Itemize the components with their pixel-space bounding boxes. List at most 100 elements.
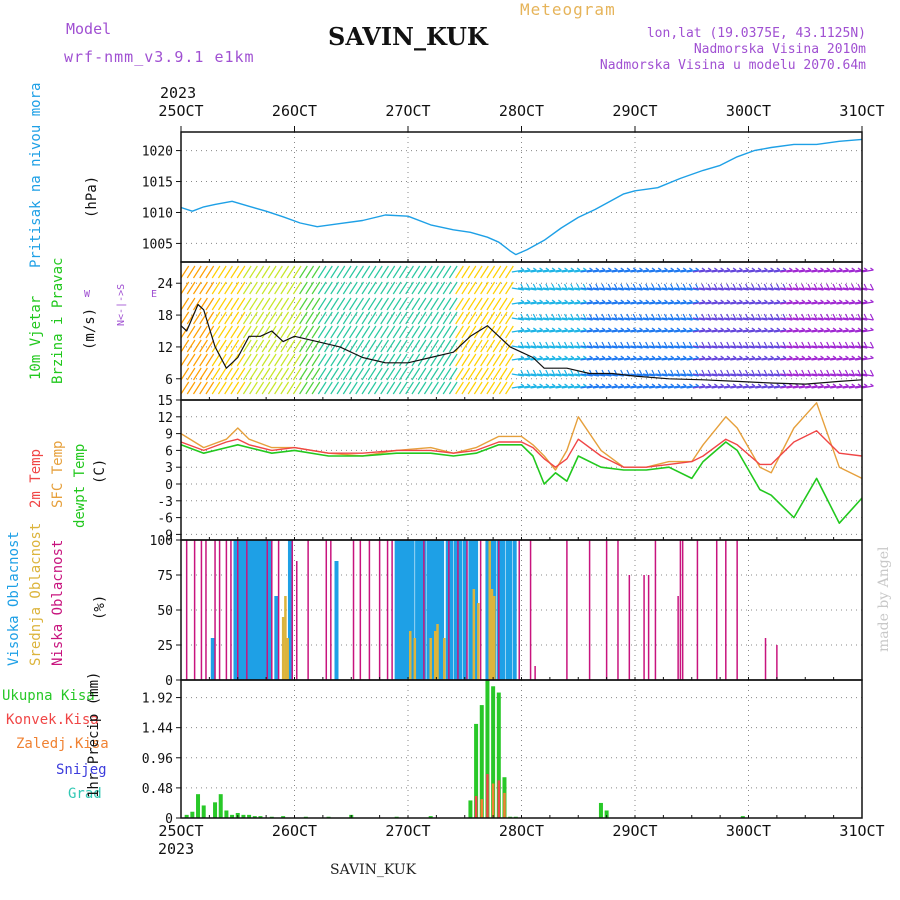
wind-barb-flag [601,355,606,359]
wind-barb [355,353,364,367]
wind-barb [780,373,793,377]
wind-barb [736,385,749,389]
wind-barb-flag [695,383,699,387]
wind-barb [805,317,818,321]
wind-barb [592,373,606,377]
wind-barb [492,381,502,395]
wind-barb [461,353,471,367]
wind-barb [680,345,693,349]
cloud-high-bar [401,540,406,680]
wind-barb [817,329,830,333]
wind-barb [442,325,452,339]
wind-barb [836,373,849,377]
wind-barb-flag [770,267,774,271]
wind-barb [417,325,427,339]
wind-barb [423,265,433,279]
wind-barb [317,367,327,381]
precip-total-bar [213,802,218,818]
wind-barb [823,269,837,273]
wind-barb [667,317,681,321]
wind-barb [448,367,458,381]
wind-barb [473,339,483,353]
wind-barb [561,345,574,349]
wind-barb [836,301,849,305]
wind-barb-flag [820,327,824,331]
wind-barb [505,353,514,367]
x-tick-label-bottom: 26OCT [272,822,317,840]
wind-barb-flag [526,383,531,387]
wind-barb [274,339,283,353]
precip-legend-snijeg: Snijeg [56,762,107,778]
wind-barb-flag [545,267,550,271]
wind-barb [730,357,743,361]
wind-barb [280,325,290,339]
wind-barb [717,345,730,349]
wind-barb [536,345,549,349]
wind-barb-flag [620,383,625,387]
wind-barb-flag [576,327,581,331]
wind-barb [374,265,383,279]
wind-barb-flag [857,327,862,331]
wind-barb [586,357,599,361]
wind-barb [336,353,346,367]
wind-barb [761,301,774,305]
wind-barb [261,265,271,279]
x-tick-label-bottom: 30OCT [726,822,771,840]
wind-barb-flag [570,355,575,359]
wind-barb [755,357,768,361]
wind-barb [224,325,233,339]
cloud-high-bar [406,540,410,680]
x-tick-label-bottom: 27OCT [385,822,430,840]
wind-barb [823,329,837,333]
wind-barb [274,297,283,311]
wind-barb [686,287,699,291]
wind-barb [205,381,215,395]
wind-barb-flag [832,327,837,331]
wind-barb-flag [763,267,768,271]
wind-barb [817,317,830,321]
wind-barb [798,317,812,321]
cloud-mid-bar [413,638,417,680]
wind-barb [192,325,202,339]
wind-barb [336,367,346,381]
wind-barb-flag [557,327,562,331]
wind-barb-flag [726,299,731,303]
wind-barb [567,329,581,333]
wind-barb [705,269,718,273]
wind-barb [505,325,514,339]
wind-barb-flag [726,383,731,387]
wind-barb-flag [589,383,593,387]
wind-barb [555,269,568,273]
wind-barb [498,297,508,311]
wind-barb [349,311,358,325]
wind-barb [605,269,618,273]
wind-barb [549,357,562,361]
y-tick-label: 100 [150,534,173,549]
wind-barb [330,353,340,367]
wind-barb [211,297,221,311]
wind-barb [467,353,477,367]
cloud-high-bar [430,540,435,680]
wind-barb [199,297,208,311]
wind-barb-flag [732,299,737,303]
wind-barb [542,373,556,377]
wind-barb [755,301,768,305]
wind-barb [611,317,624,321]
wind-barb-flag [664,383,668,387]
model-name: wrf-nmm_v3.9.1 e1km [64,48,255,66]
wind-barb [411,297,421,311]
wind-barb [455,367,464,381]
wind-barb [617,317,631,321]
wind-barb-flag [851,383,856,387]
wind-barb [324,311,333,325]
y-tick-label: 1010 [142,206,173,221]
wind-barb [661,357,674,361]
wind-barb [236,381,246,395]
wind-barb [730,345,743,349]
y-tick-label: 6 [165,373,173,388]
wind-barb [405,325,414,339]
wind-barb [423,339,433,353]
wind-barb [586,345,599,349]
wind-barb-flag [564,383,568,387]
wind-barb [505,265,514,279]
